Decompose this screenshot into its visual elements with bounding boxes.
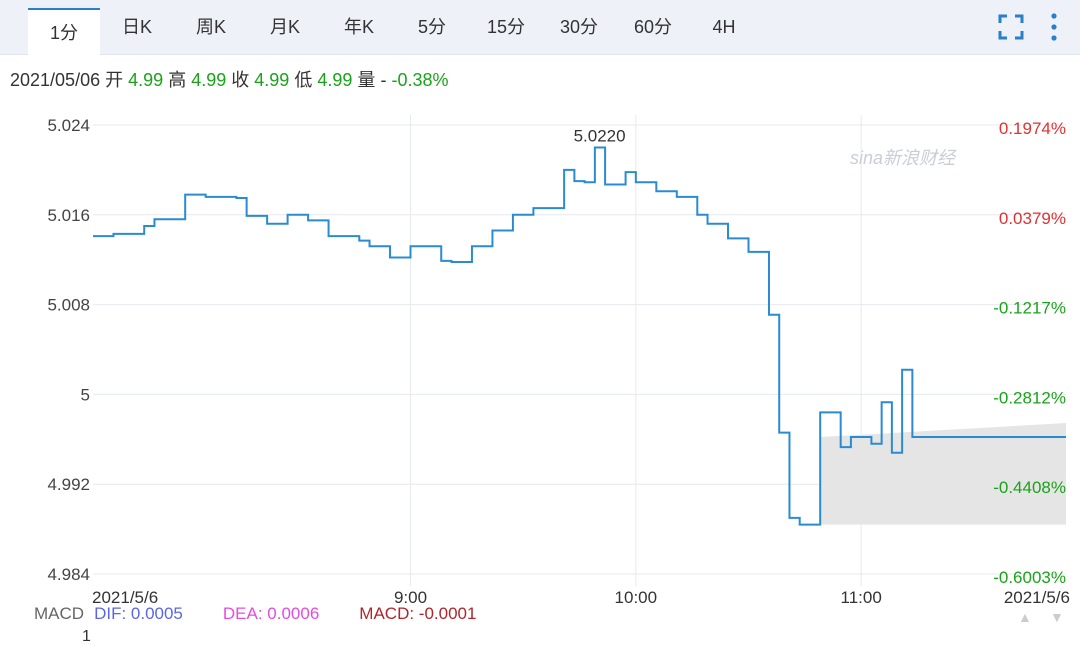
tab-weekly-k[interactable]: 周K	[195, 17, 226, 37]
price-annotation: 5.0220	[574, 126, 626, 145]
tab-daily-k[interactable]: 日K	[121, 17, 152, 37]
percent-tick-label: 0.0379%	[999, 209, 1066, 228]
x-tick-label: 2021/5/6	[92, 588, 158, 605]
y-tick-label: 5.024	[47, 116, 90, 135]
period-tab-bar: 1分 日K 周K 月K 年K 5分 15分 30分 60分 4H	[0, 0, 1080, 56]
percent-axis-ticks: 0.1974% 0.0379% -0.1217% -0.2812% -0.4408% -0…	[993, 119, 1066, 587]
tab-5min[interactable]: 5分	[417, 17, 446, 37]
x-tick-label: 2021/5/6	[1004, 588, 1070, 605]
time-axis-ticks: 2021/5/6 9:00 10:00 11:00 2021/5/6	[92, 588, 1070, 605]
y-tick-label: 5.016	[47, 206, 90, 225]
scroll-up-icon[interactable]: ▲	[1018, 609, 1032, 625]
macd-axis-value: 1	[82, 628, 91, 645]
price-series	[93, 146, 1066, 526]
more-options-icon[interactable]	[1047, 12, 1061, 42]
x-tick-label: 10:00	[615, 588, 658, 605]
change-percent: -0.38%	[391, 70, 449, 90]
tab-monthly-k[interactable]: 月K	[269, 17, 300, 37]
high-label: 高	[168, 70, 187, 90]
tab-30min[interactable]: 30分	[559, 17, 599, 37]
close-value: 4.99	[254, 70, 290, 90]
shaded-area	[820, 423, 1066, 525]
high-value: 4.99	[191, 70, 227, 90]
x-tick-label: 9:00	[394, 588, 427, 605]
open-label: 开	[105, 70, 124, 90]
fullscreen-icon[interactable]	[998, 14, 1024, 40]
tab-60min[interactable]: 60分	[633, 17, 673, 37]
quote-date: 2021/05/06	[10, 70, 101, 90]
percent-tick-label: 0.1974%	[999, 119, 1066, 138]
tab-15min[interactable]: 15分	[486, 17, 526, 37]
scroll-down-icon[interactable]: ▼	[1050, 609, 1064, 625]
tab-4h[interactable]: 4H	[712, 17, 736, 37]
y-tick-label: 5	[81, 385, 90, 404]
chart-grid	[93, 115, 1066, 586]
y-tick-label: 4.992	[47, 475, 90, 494]
price-line	[93, 146, 1066, 526]
open-value: 4.99	[128, 70, 164, 90]
macd-label: MACD	[34, 604, 85, 623]
percent-tick-label: -0.1217%	[993, 299, 1066, 318]
quote-info-line: 2021/05/06 开 4.99 高 4.99 收 4.99 低 4.99 量…	[10, 66, 449, 92]
low-value: 4.99	[317, 70, 353, 90]
low-label: 低	[294, 70, 313, 90]
volume-value: -	[380, 70, 387, 90]
sina-watermark: sina新浪财经	[850, 148, 957, 168]
percent-tick-label: -0.6003%	[993, 568, 1066, 587]
price-annotations: 5.02204.9884	[574, 126, 626, 145]
macd-legend: MACD DIF: 0.0005 DEA: 0.0006 MACD: -0.0001	[34, 604, 516, 624]
percent-tick-label: -0.4408%	[993, 478, 1066, 497]
macd-value: MACD: -0.0001	[359, 604, 477, 623]
tab-yearly-k[interactable]: 年K	[343, 17, 374, 37]
price-axis-ticks: 5.024 5.016 5.008 5 4.992 4.984	[47, 116, 90, 584]
y-tick-label: 4.984	[47, 565, 90, 584]
y-tick-label: 5.008	[47, 296, 90, 315]
tab-1min[interactable]: 1分	[28, 8, 100, 56]
volume-label: 量	[357, 70, 376, 90]
intraday-price-chart[interactable]: 5.024 5.016 5.008 5 4.992 4.984 0.1974% 0.0379…	[0, 100, 1080, 605]
x-tick-label: 11:00	[841, 588, 882, 605]
macd-dif: DIF: 0.0005	[94, 604, 183, 623]
close-label: 收	[231, 70, 250, 90]
macd-dea: DEA: 0.0006	[222, 604, 320, 623]
price-shaded-area	[820, 423, 1066, 525]
percent-tick-label: -0.2812%	[993, 388, 1066, 407]
